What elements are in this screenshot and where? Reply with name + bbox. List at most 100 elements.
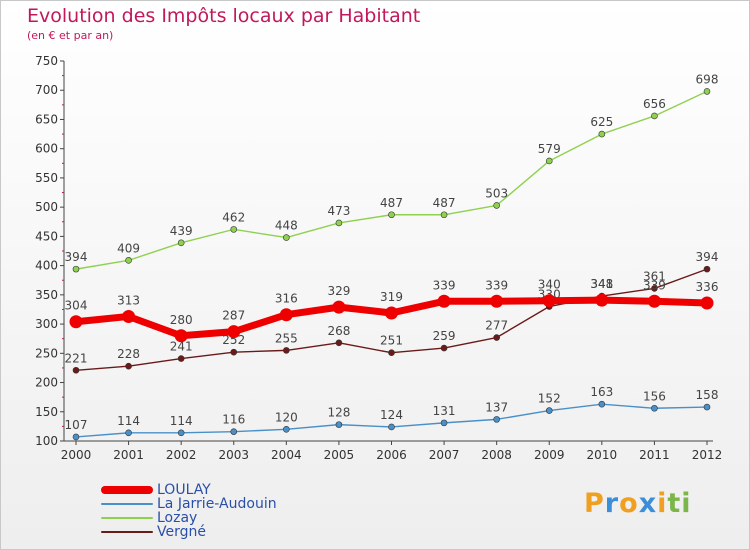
data-point-vergn- [283, 347, 290, 354]
logo-letter: x [638, 488, 658, 519]
data-point-lozay [230, 226, 238, 233]
data-point-lozay [335, 219, 343, 227]
data-label-la-jarrie-audouin: 131 [433, 404, 456, 418]
data-label-vergn-: 221 [65, 351, 88, 365]
data-label-lozay: 462 [222, 210, 245, 224]
data-point-la-jarrie-audouin [493, 416, 500, 423]
data-label-lozay: 487 [433, 196, 456, 210]
data-label-lozay: 409 [117, 241, 140, 255]
data-point-vergn- [335, 339, 343, 347]
data-label-lozay: 503 [485, 186, 508, 200]
data-point-loulay [437, 294, 451, 308]
data-label-loulay: 316 [275, 292, 298, 306]
data-point-loulay [332, 300, 346, 314]
data-point-lozay [177, 239, 185, 247]
data-label-vergn-: 361 [643, 269, 666, 283]
data-label-la-jarrie-audouin: 128 [327, 406, 350, 420]
data-point-loulay [595, 293, 609, 307]
data-point-lozay [388, 211, 395, 219]
data-label-lozay: 698 [696, 72, 719, 86]
data-point-vergn- [440, 344, 448, 352]
data-point-vergn- [230, 348, 238, 356]
data-label-loulay: 339 [433, 278, 456, 292]
proxiti-logo: Proxiti [584, 488, 692, 519]
data-label-la-jarrie-audouin: 124 [380, 408, 403, 422]
logo-letter: r [604, 488, 620, 519]
data-label-loulay: 280 [170, 313, 193, 327]
x-tick-label: 2005 [324, 448, 355, 462]
data-point-la-jarrie-audouin [230, 428, 238, 435]
data-point-lozay [283, 234, 290, 241]
x-tick-label: 2001 [113, 448, 144, 462]
data-label-lozay: 579 [538, 142, 561, 156]
data-point-loulay [122, 309, 136, 323]
legend-item: Lozay [101, 511, 277, 525]
legend-item: Vergné [101, 525, 277, 539]
data-point-la-jarrie-audouin [703, 403, 711, 411]
data-label-la-jarrie-audouin: 152 [538, 392, 561, 406]
data-label-lozay: 448 [275, 219, 298, 233]
y-tick-label: 100 [35, 434, 58, 448]
data-label-loulay: 304 [65, 299, 88, 313]
data-point-la-jarrie-audouin [598, 400, 606, 408]
legend-label: LOULAY [157, 482, 211, 498]
data-point-loulay [542, 294, 556, 308]
legend-item: La Jarrie-Audouin [101, 497, 277, 511]
legend-swatch [101, 486, 153, 494]
data-point-loulay [490, 294, 504, 308]
x-tick-label: 2011 [639, 448, 670, 462]
legend-item: LOULAY [101, 483, 277, 497]
data-point-loulay [279, 308, 293, 322]
logo-letter: i [681, 488, 692, 519]
data-point-loulay [227, 325, 241, 339]
logo-letter: P [584, 488, 605, 519]
data-point-la-jarrie-audouin [388, 423, 395, 431]
data-point-vergn- [493, 334, 500, 341]
y-tick-label: 700 [35, 83, 58, 97]
data-label-la-jarrie-audouin: 114 [170, 414, 193, 428]
data-label-la-jarrie-audouin: 156 [643, 389, 666, 403]
data-label-lozay: 473 [327, 204, 350, 218]
legend-swatch [101, 517, 153, 519]
data-label-vergn-: 277 [485, 319, 508, 333]
data-point-la-jarrie-audouin [177, 429, 185, 437]
data-label-lozay: 656 [643, 97, 666, 111]
x-tick-label: 2008 [481, 448, 512, 462]
data-point-vergn- [125, 362, 132, 370]
data-label-la-jarrie-audouin: 163 [590, 385, 613, 399]
data-point-loulay [385, 306, 398, 320]
legend-swatch [101, 531, 153, 533]
data-label-loulay: 339 [485, 278, 508, 292]
data-point-vergn- [388, 349, 395, 357]
data-point-lozay [72, 265, 80, 273]
legend-swatch [101, 503, 153, 505]
y-tick-label: 300 [35, 317, 58, 331]
data-point-la-jarrie-audouin [72, 433, 80, 441]
data-point-loulay [647, 294, 661, 308]
data-point-loulay [700, 296, 714, 310]
data-label-la-jarrie-audouin: 116 [222, 413, 245, 427]
data-point-la-jarrie-audouin [545, 407, 553, 414]
data-point-vergn- [72, 366, 80, 374]
x-tick-label: 2010 [587, 448, 618, 462]
data-label-loulay: 313 [117, 293, 140, 307]
legend-label: Lozay [157, 510, 198, 526]
data-point-lozay [598, 130, 606, 138]
data-label-loulay: 336 [696, 280, 719, 294]
data-label-vergn-: 259 [433, 329, 456, 343]
chart-title: Evolution des Impôts locaux par Habitant [27, 5, 421, 27]
data-label-la-jarrie-audouin: 158 [696, 388, 719, 402]
data-point-la-jarrie-audouin [440, 419, 448, 427]
data-point-lozay [545, 157, 553, 165]
data-point-lozay [651, 112, 658, 120]
data-point-lozay [703, 88, 711, 95]
data-label-vergn-: 252 [222, 333, 245, 347]
data-point-lozay [125, 257, 132, 264]
data-label-loulay: 329 [327, 284, 350, 298]
x-tick-label: 2007 [429, 448, 460, 462]
data-point-lozay [440, 211, 448, 219]
chart-subtitle: (en € et par an) [27, 29, 114, 42]
data-point-la-jarrie-audouin [283, 426, 290, 433]
